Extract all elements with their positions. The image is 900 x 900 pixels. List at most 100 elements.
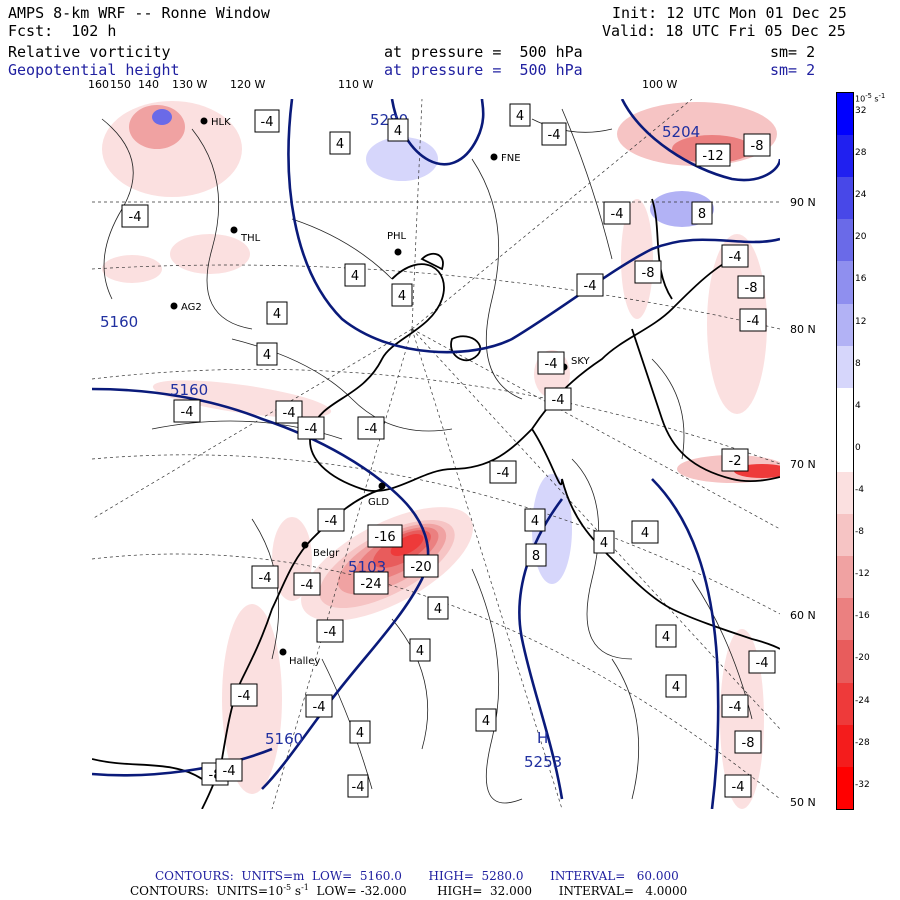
vorticity-label: 4 — [509, 103, 531, 127]
station-label: GLD — [368, 497, 389, 508]
vorticity-value: -8 — [742, 736, 755, 751]
vorticity-label: -4 — [275, 400, 303, 424]
colorbar-tick-label: 4 — [855, 400, 861, 411]
lon-line — [271, 328, 413, 809]
vorticity-label: 4 — [266, 301, 288, 325]
height-5204-contour — [620, 99, 780, 182]
vorticity-label: -4 — [748, 650, 776, 674]
station-label: SKY — [571, 356, 591, 367]
vorticity-value: 4 — [482, 714, 490, 729]
vorticity-value: -4 — [283, 406, 296, 421]
station-marker — [394, 248, 402, 256]
vorticity-label: 4 — [524, 508, 546, 532]
vorticity-label: -24 — [353, 571, 389, 595]
height-label: 5160 — [100, 313, 138, 331]
lon-label: 110 W — [338, 78, 374, 91]
colorbar-segment — [837, 177, 853, 220]
vorticity-label: -4 — [544, 387, 572, 411]
vorticity-label: 4 — [387, 118, 409, 142]
vorticity-label: -4 — [537, 351, 565, 375]
station-label: THL — [240, 233, 261, 244]
vorticity-value: -4 — [129, 210, 142, 225]
vorticity-value: 4 — [600, 536, 608, 551]
vorticity-value: -4 — [313, 700, 326, 715]
vorticity-shading — [102, 101, 780, 809]
vorticity-value: -4 — [497, 466, 510, 481]
vorticity-value: -12 — [702, 149, 723, 164]
field2-sm: sm= 2 — [770, 61, 816, 79]
vorticity-value: 8 — [532, 549, 540, 564]
coast-path — [420, 252, 444, 271]
vorticity-value: -4 — [365, 422, 378, 437]
vorticity-label: -4 — [603, 201, 631, 225]
field2-pressure: at pressure = 500 hPa — [384, 61, 583, 79]
colorbar-tick-label: 8 — [855, 358, 861, 369]
forecast-hour: Fcst: 102 h — [8, 22, 117, 40]
vorticity-value: 4 — [398, 289, 406, 304]
station-marker — [200, 117, 208, 125]
vorticity-value: -20 — [410, 560, 431, 575]
colorbar-tick-label: -20 — [855, 653, 870, 664]
vorticity-value: -4 — [259, 571, 272, 586]
vorticity-value: -4 — [352, 780, 365, 795]
vorticity-value: -4 — [545, 357, 558, 372]
vorticity-value: -4 — [324, 625, 337, 640]
contour — [391, 618, 429, 750]
coast-path — [631, 328, 780, 482]
vorticity-value: -4 — [732, 780, 745, 795]
height-label: 5253 — [524, 753, 562, 771]
lon-label: 150 — [110, 78, 131, 91]
vorticity-label: -4 — [297, 416, 325, 440]
station-labels: HLK FNE THL PHL AG2 SKY GLD Belgr Halley — [181, 117, 591, 667]
lat-line — [92, 553, 780, 800]
vorticity-label: -4 — [316, 619, 344, 643]
vorticity-label: -2 — [721, 448, 749, 472]
vorticity-value: 4 — [416, 644, 424, 659]
lon-line — [411, 99, 693, 330]
lat-line — [92, 454, 780, 615]
vorticity-value: 4 — [351, 269, 359, 284]
height-label: 5160 — [170, 381, 208, 399]
vorticity-value: 4 — [263, 348, 271, 363]
vorticity-label: -8 — [734, 730, 762, 754]
contour — [611, 658, 640, 800]
colorbar-segment — [837, 766, 853, 809]
vorticity-value: -4 — [747, 314, 760, 329]
vorticity-value: -16 — [374, 530, 395, 545]
colorbar-tick-label: -24 — [855, 695, 870, 706]
height-label: 5204 — [662, 123, 700, 141]
vorticity-label: 4 — [631, 520, 659, 544]
colorbar — [836, 92, 854, 810]
vorticity-value: 4 — [434, 602, 442, 617]
vorticity-area — [102, 255, 162, 283]
high-pressure-marker: H — [537, 729, 548, 747]
vorticity-value: -4 — [238, 689, 251, 704]
vorticity-label: -4 — [215, 758, 243, 782]
vorticity-value: -4 — [261, 115, 274, 130]
colorbar-segment — [837, 514, 853, 557]
vorticity-label: 4 — [344, 263, 366, 287]
graticule — [92, 99, 780, 809]
colorbar-tick-label: 16 — [855, 274, 867, 285]
contour — [191, 128, 253, 330]
colorbar-tick-label: -28 — [855, 737, 870, 748]
colorbar-tick-label: -12 — [855, 569, 870, 580]
vorticity-value: -4 — [181, 405, 194, 420]
colorbar-segment — [837, 303, 853, 346]
vorticity-label: -4 — [251, 565, 279, 589]
station-marker — [490, 153, 498, 161]
lat-label: 70 N — [790, 458, 816, 471]
colorbar-tick-label: 12 — [855, 316, 867, 327]
vorticity-area — [170, 234, 250, 274]
vorticity-value: -4 — [729, 250, 742, 265]
colorbar-segment — [837, 387, 853, 430]
lon-label: 140 — [138, 78, 159, 91]
colorbar-segment — [837, 135, 853, 178]
station-label: PHL — [387, 231, 407, 242]
vorticity-label: -4 — [576, 273, 604, 297]
vorticity-label: 4 — [349, 720, 371, 744]
contour — [651, 358, 685, 460]
contour — [471, 568, 523, 804]
init-time: Init: 12 UTC Mon 01 Dec 25 — [612, 4, 847, 22]
station-label: FNE — [501, 153, 521, 164]
